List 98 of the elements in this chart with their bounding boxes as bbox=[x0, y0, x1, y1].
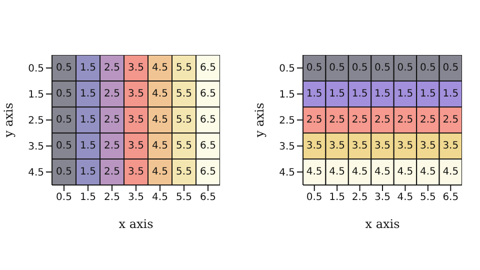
y-tick-label: 1.5 bbox=[28, 90, 44, 101]
data-label: 3.5 bbox=[374, 140, 390, 152]
data-label: 1.5 bbox=[80, 62, 96, 74]
data-label: 4.5 bbox=[397, 166, 414, 178]
data-label: 3.5 bbox=[352, 140, 368, 152]
data-label: 3.5 bbox=[128, 88, 144, 100]
data-label: 2.5 bbox=[104, 166, 120, 178]
data-label: 2.5 bbox=[104, 62, 120, 74]
data-label: 1.5 bbox=[352, 88, 368, 100]
y-axis-title: y axis bbox=[252, 102, 266, 138]
x-tick-label: 6.5 bbox=[442, 192, 459, 204]
data-label: 0.5 bbox=[352, 62, 368, 74]
data-label: 1.5 bbox=[420, 88, 436, 100]
data-label: 1.5 bbox=[80, 140, 96, 152]
data-label: 3.5 bbox=[128, 140, 144, 152]
data-label: 0.5 bbox=[374, 62, 390, 74]
x-tick-label: 2.5 bbox=[104, 192, 120, 204]
data-label: 4.5 bbox=[152, 166, 168, 178]
data-label: 2.5 bbox=[329, 114, 346, 126]
y-tick-label: 1.5 bbox=[279, 90, 295, 101]
data-label: 3.5 bbox=[128, 114, 144, 126]
data-label: 2.5 bbox=[306, 114, 322, 126]
data-label: 3.5 bbox=[306, 140, 322, 152]
data-label: 0.5 bbox=[420, 62, 436, 74]
data-label: 5.5 bbox=[176, 88, 192, 100]
data-label: 0.5 bbox=[56, 114, 72, 126]
data-label: 1.5 bbox=[80, 88, 96, 100]
x-tick-label: 3.5 bbox=[374, 192, 390, 204]
data-label: 1.5 bbox=[397, 88, 414, 100]
data-label: 3.5 bbox=[128, 166, 144, 178]
data-label: 4.5 bbox=[374, 166, 390, 178]
data-label: 4.5 bbox=[420, 166, 436, 178]
data-label: 0.5 bbox=[442, 62, 459, 74]
y-tick-label: 0.5 bbox=[28, 64, 44, 75]
data-label: 5.5 bbox=[176, 166, 192, 178]
x-axis-title: x axis bbox=[118, 217, 154, 231]
data-label: 5.5 bbox=[176, 62, 192, 74]
x-tick-label: 0.5 bbox=[56, 192, 72, 204]
x-tick-label: 2.5 bbox=[352, 192, 368, 204]
y-tick-label: 4.5 bbox=[28, 168, 44, 179]
data-label: 2.5 bbox=[352, 114, 368, 126]
data-label: 4.5 bbox=[329, 166, 346, 178]
data-label: 4.5 bbox=[152, 114, 168, 126]
data-label: 1.5 bbox=[442, 88, 459, 100]
x-tick-label: 4.5 bbox=[152, 192, 168, 204]
data-label: 6.5 bbox=[200, 88, 216, 100]
data-label: 2.5 bbox=[104, 88, 120, 100]
data-label: 1.5 bbox=[374, 88, 390, 100]
y-tick-label: 0.5 bbox=[279, 64, 295, 75]
data-label: 0.5 bbox=[329, 62, 346, 74]
data-label: 2.5 bbox=[420, 114, 436, 126]
data-label: 0.5 bbox=[56, 88, 72, 100]
x-tick-label: 4.5 bbox=[397, 192, 414, 204]
data-label: 3.5 bbox=[442, 140, 459, 152]
x-axis-title: x axis bbox=[365, 217, 400, 231]
data-label: 6.5 bbox=[200, 140, 216, 152]
y-tick-label: 3.5 bbox=[279, 142, 295, 153]
data-label: 5.5 bbox=[176, 114, 192, 126]
x-tick-label: 1.5 bbox=[80, 192, 96, 204]
data-label: 4.5 bbox=[306, 166, 322, 178]
data-label: 6.5 bbox=[200, 166, 216, 178]
x-tick-label: 5.5 bbox=[420, 192, 436, 204]
data-label: 3.5 bbox=[329, 140, 346, 152]
data-label: 1.5 bbox=[306, 88, 322, 100]
y-tick-label: 3.5 bbox=[28, 142, 44, 153]
x-tick-label: 0.5 bbox=[306, 192, 322, 204]
x-tick-label: 1.5 bbox=[329, 192, 346, 204]
x-tick-label: 5.5 bbox=[176, 192, 192, 204]
data-label: 3.5 bbox=[397, 140, 414, 152]
data-label: 1.5 bbox=[329, 88, 346, 100]
data-label: 2.5 bbox=[104, 114, 120, 126]
data-label: 2.5 bbox=[442, 114, 459, 126]
data-label: 4.5 bbox=[152, 140, 168, 152]
data-label: 2.5 bbox=[397, 114, 414, 126]
data-label: 0.5 bbox=[56, 140, 72, 152]
data-label: 6.5 bbox=[200, 114, 216, 126]
x-tick-label: 3.5 bbox=[128, 192, 144, 204]
data-label: 1.5 bbox=[80, 114, 96, 126]
data-label: 4.5 bbox=[352, 166, 368, 178]
y-tick-label: 2.5 bbox=[279, 116, 295, 127]
data-label: 4.5 bbox=[152, 88, 168, 100]
data-label: 3.5 bbox=[128, 62, 144, 74]
data-label: 5.5 bbox=[176, 140, 192, 152]
y-axis-title: y axis bbox=[1, 102, 16, 138]
data-label: 2.5 bbox=[104, 140, 120, 152]
data-label: 2.5 bbox=[374, 114, 390, 126]
data-label: 4.5 bbox=[442, 166, 459, 178]
data-label: 1.5 bbox=[80, 166, 96, 178]
data-label: 3.5 bbox=[420, 140, 436, 152]
data-label: 0.5 bbox=[397, 62, 414, 74]
y-tick-label: 2.5 bbox=[28, 116, 44, 127]
data-label: 0.5 bbox=[56, 62, 72, 74]
x-tick-label: 6.5 bbox=[200, 192, 216, 204]
data-label: 0.5 bbox=[306, 62, 322, 74]
y-tick-label: 4.5 bbox=[279, 168, 295, 179]
data-label: 4.5 bbox=[152, 62, 168, 74]
data-label: 0.5 bbox=[56, 166, 72, 178]
data-label: 6.5 bbox=[200, 62, 216, 74]
